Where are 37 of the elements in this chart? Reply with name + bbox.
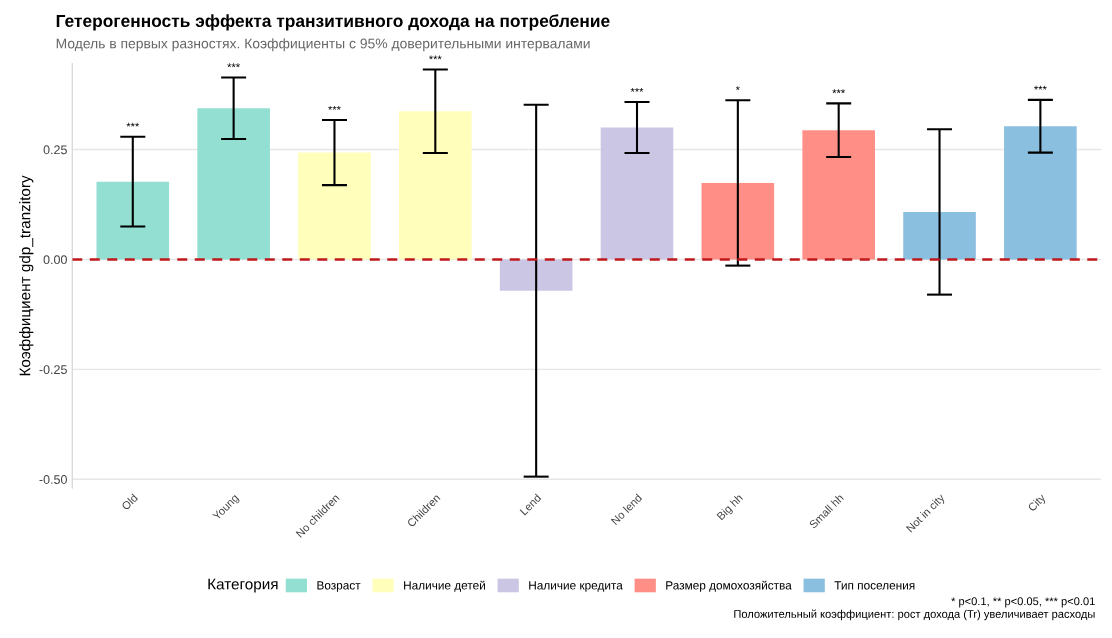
bar <box>903 211 976 260</box>
legend-label: Размер домохозяйства <box>666 580 792 592</box>
annotation: *** <box>832 89 845 94</box>
x-tick-label: Not in city <box>905 492 947 535</box>
chart-title: Гетерогенность эффекта транзитивного дохода на потребление <box>56 14 610 31</box>
bar <box>701 182 775 260</box>
y-tick-label: -0.25 <box>39 365 67 375</box>
bar <box>802 130 875 260</box>
annotation: *** <box>126 122 140 127</box>
annotation: *** <box>630 87 644 92</box>
text: Положительный коэффициент: рост дохода (Tr) увеличивает расходы <box>734 609 1095 621</box>
bar <box>96 181 170 260</box>
annotation: *** <box>429 55 442 60</box>
bar <box>1004 126 1077 260</box>
text: * p<0.1, ** p<0.05, *** p<0.01 <box>951 597 1095 608</box>
y-axis-title: Коэффициент gdp_tranzitory <box>19 175 34 376</box>
bar <box>600 127 674 260</box>
annotation: *** <box>328 105 341 110</box>
legend-title: Категория <box>208 578 278 593</box>
legend-label: Наличие кредита <box>529 581 623 592</box>
y-tick-label: -0.50 <box>39 475 67 484</box>
legend-label: Наличие детей <box>404 580 485 592</box>
legend-label: Тип поселения <box>834 581 915 590</box>
bar <box>399 111 472 260</box>
x-tick-label: City <box>1027 492 1048 514</box>
x-tick-label: Big hh <box>716 493 745 522</box>
x-tick-label: Old <box>120 493 139 511</box>
legend-label: Возраст <box>317 581 361 592</box>
annotation: * <box>735 86 740 91</box>
annotation: *** <box>227 63 240 68</box>
y-tick-label: 0.25 <box>43 145 67 155</box>
y-tick-label: 0.00 <box>43 255 67 265</box>
bar <box>499 259 573 291</box>
chart-subtitle: Модель в первых разностях. Коэффициенты с 95% доверительными интервалами <box>56 38 590 52</box>
bar <box>197 108 270 260</box>
bar <box>298 152 371 260</box>
annotation: *** <box>1034 85 1047 90</box>
